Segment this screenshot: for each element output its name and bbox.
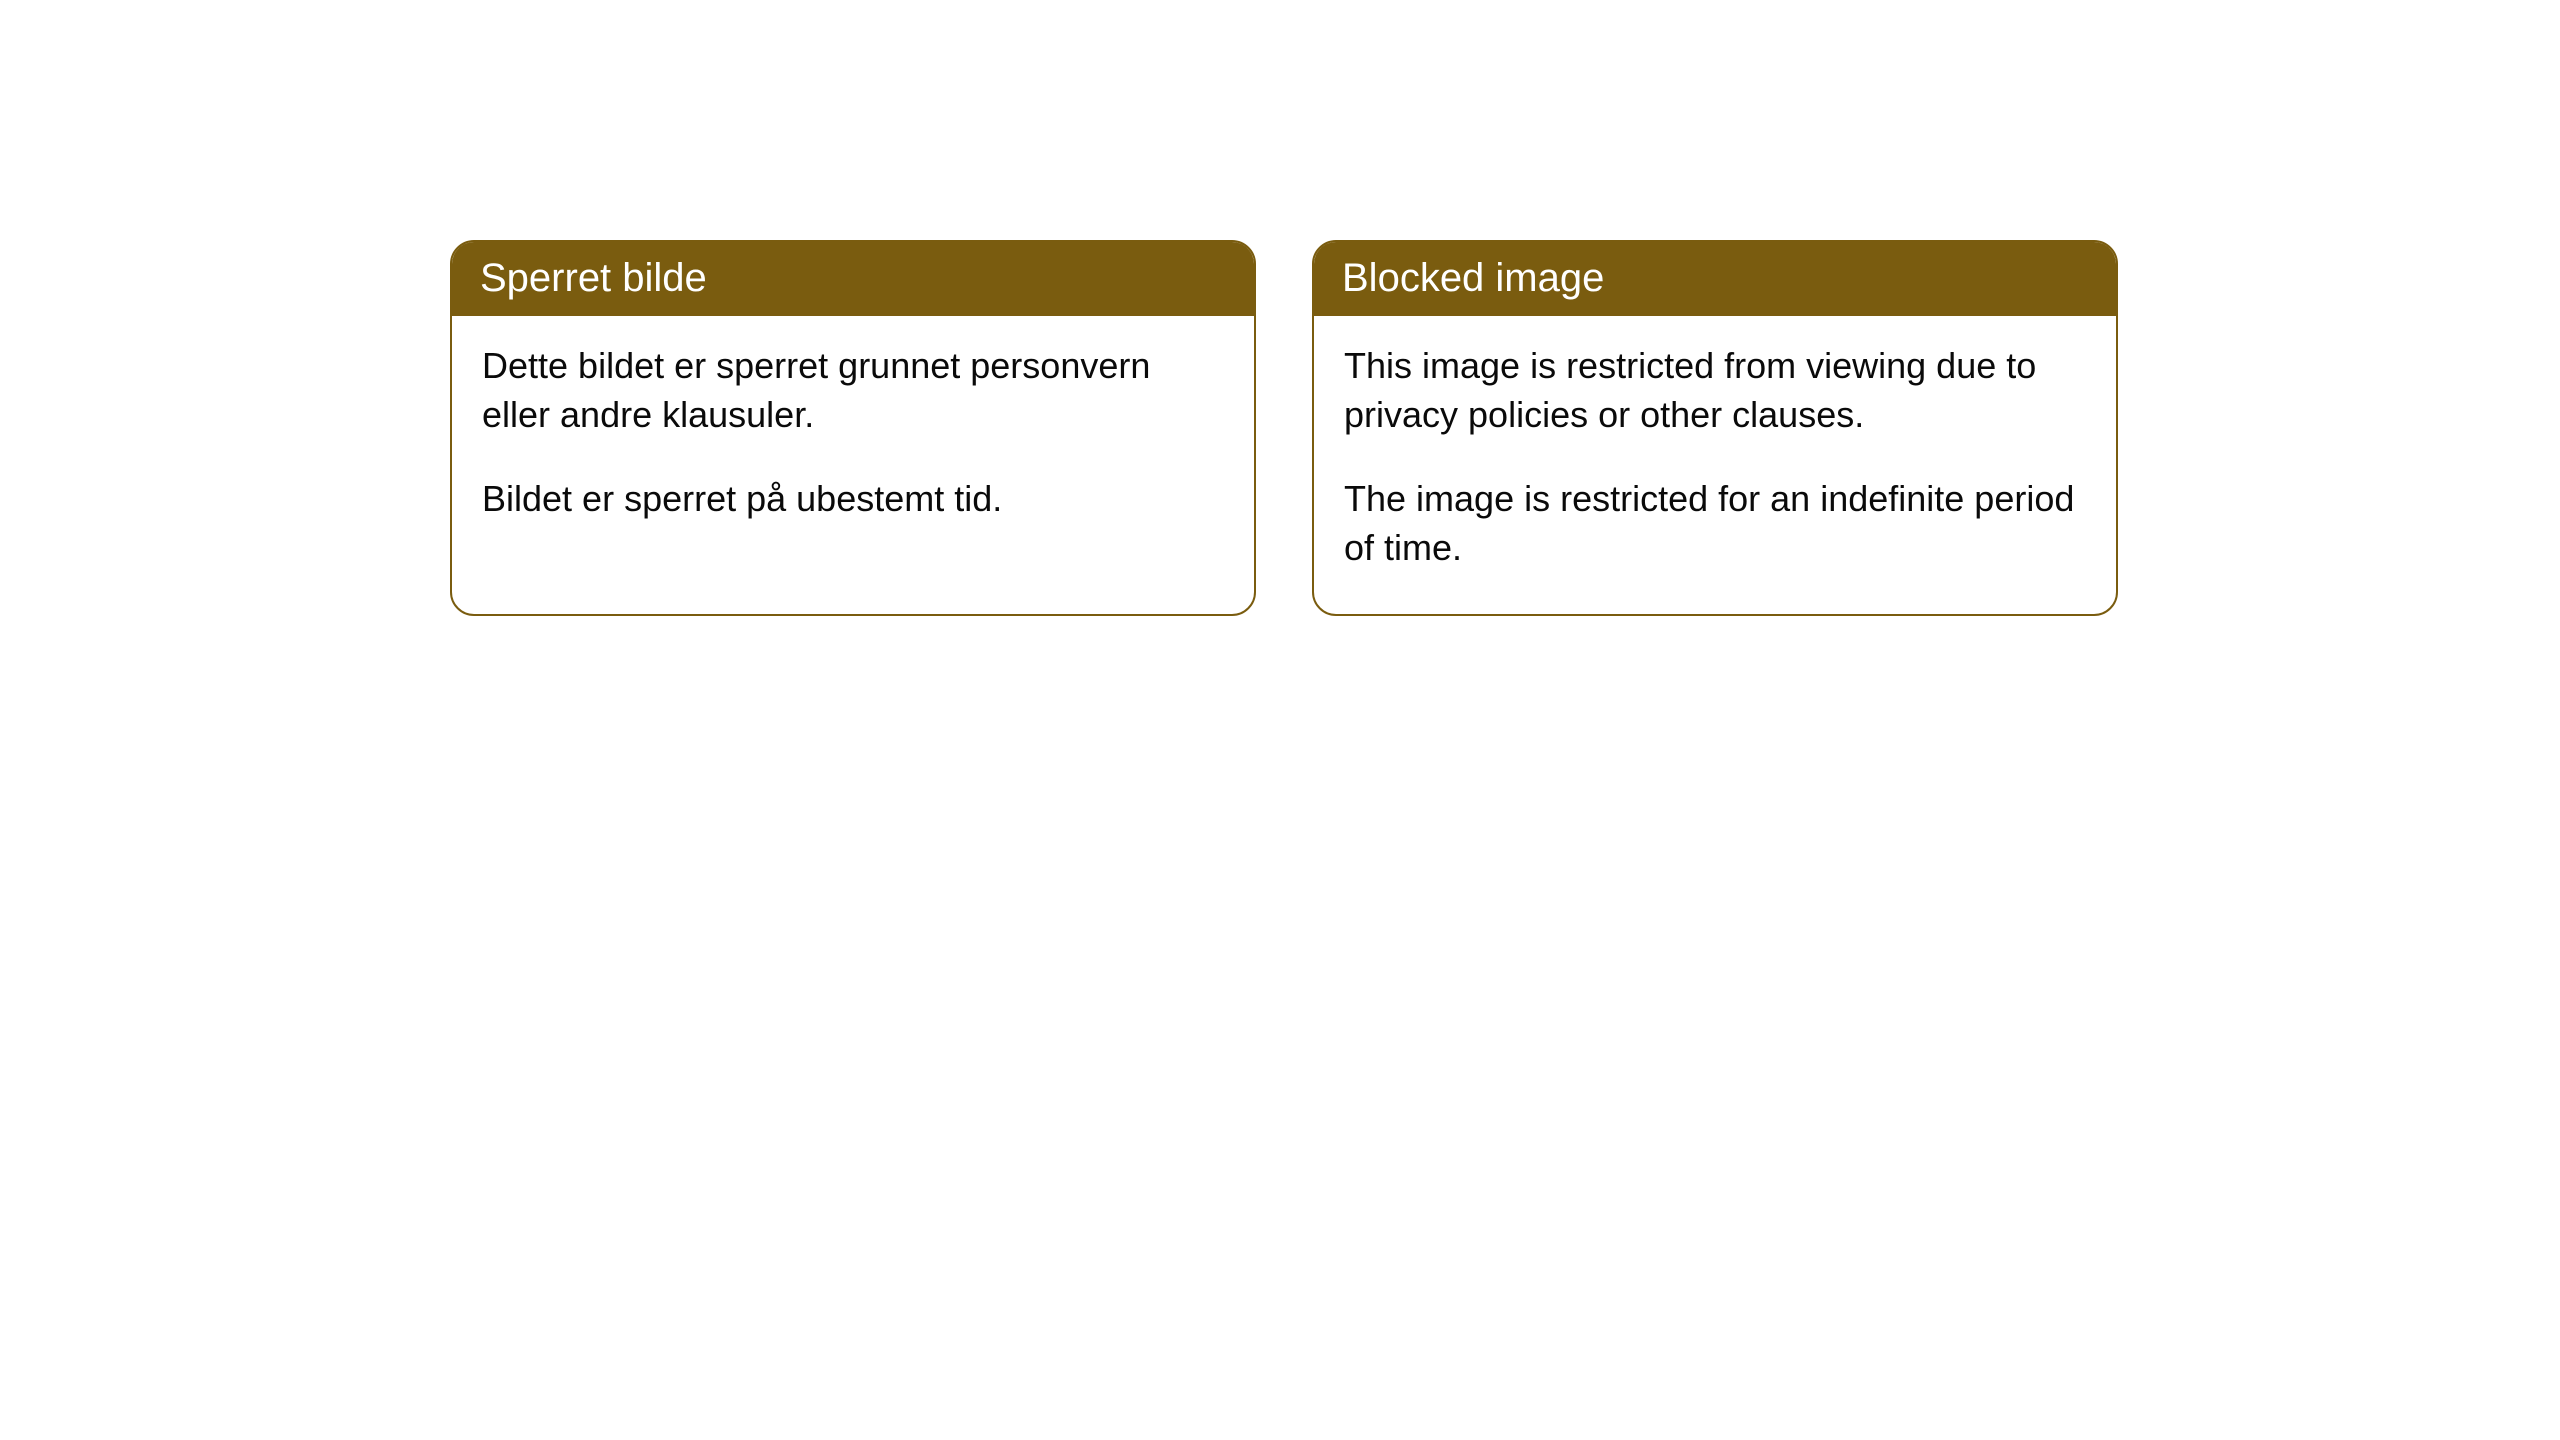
card-header-english: Blocked image	[1314, 242, 2116, 316]
card-text-duration: Bildet er sperret på ubestemt tid.	[482, 475, 1224, 524]
card-text-duration: The image is restricted for an indefinit…	[1344, 475, 2086, 572]
card-body-english: This image is restricted from viewing du…	[1314, 316, 2116, 614]
card-english: Blocked image This image is restricted f…	[1312, 240, 2118, 616]
cards-container: Sperret bilde Dette bildet er sperret gr…	[450, 240, 2118, 616]
card-text-reason: Dette bildet er sperret grunnet personve…	[482, 342, 1224, 439]
card-body-norwegian: Dette bildet er sperret grunnet personve…	[452, 316, 1254, 566]
card-norwegian: Sperret bilde Dette bildet er sperret gr…	[450, 240, 1256, 616]
card-header-norwegian: Sperret bilde	[452, 242, 1254, 316]
card-text-reason: This image is restricted from viewing du…	[1344, 342, 2086, 439]
